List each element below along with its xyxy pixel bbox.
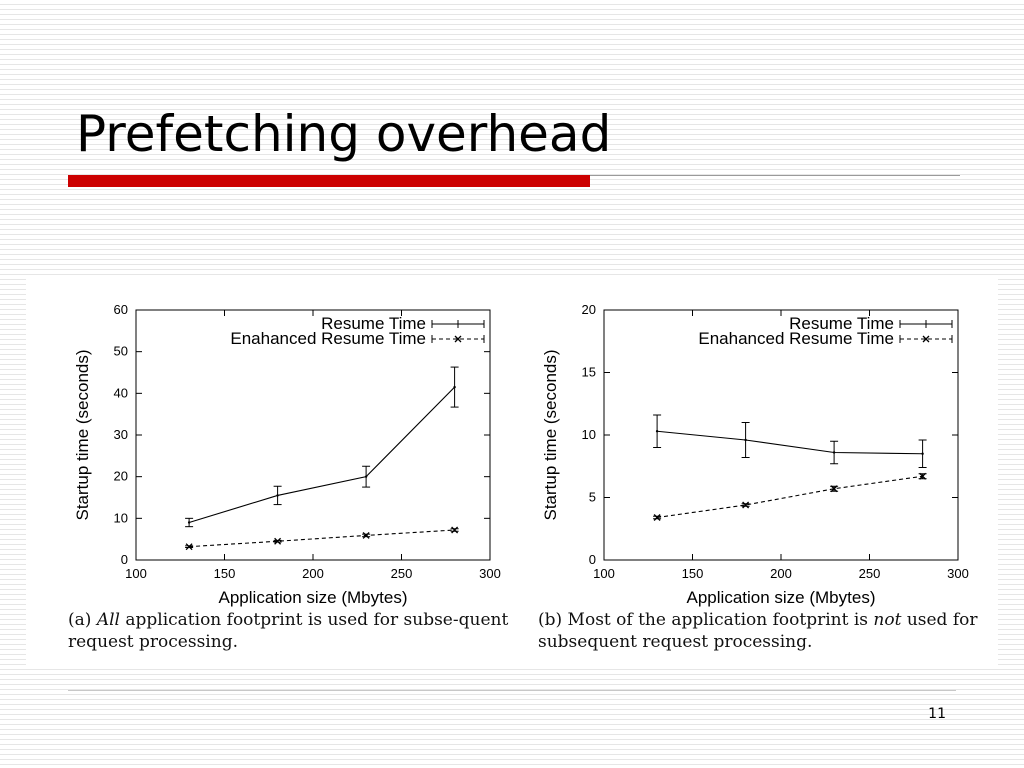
series-line-2 <box>657 475 923 519</box>
x-tick-label: 200 <box>770 566 792 581</box>
x-tick-label: 300 <box>947 566 969 581</box>
caption-b-emphasis: not <box>873 610 902 630</box>
data-point <box>276 494 279 497</box>
x-tick-label: 250 <box>391 566 413 581</box>
x-tick-label: 150 <box>214 566 236 581</box>
data-point-marker <box>830 485 838 493</box>
y-axis-label: Startup time (seconds) <box>541 349 560 520</box>
y-tick-label: 5 <box>589 490 596 505</box>
title-divider-line <box>590 175 960 176</box>
data-point <box>744 438 747 442</box>
series-line-2 <box>189 529 455 548</box>
legend-label-1: Resume Time <box>789 314 894 333</box>
slide-number: 11 <box>928 706 946 722</box>
legend-label-1: Resume Time <box>321 314 426 333</box>
y-tick-label: 15 <box>582 365 596 380</box>
series-line-1 <box>657 430 923 455</box>
caption-b-suffix: used for subsequent request processing. <box>538 610 978 652</box>
data-point <box>832 451 836 454</box>
legend-label-2: Enahanced Resume Time <box>230 329 426 348</box>
series-line-1 <box>188 386 455 524</box>
title-accent-bar <box>68 175 590 187</box>
y-tick-label: 40 <box>114 385 128 400</box>
legend-marker <box>922 335 930 343</box>
data-point-marker <box>451 526 459 534</box>
data-point <box>921 452 924 455</box>
x-tick-label: 150 <box>682 566 704 581</box>
y-tick-label: 20 <box>114 469 128 484</box>
data-point-marker <box>919 472 927 480</box>
x-tick-label: 100 <box>125 566 147 581</box>
y-tick-label: 20 <box>582 302 596 317</box>
y-tick-label: 0 <box>121 552 128 567</box>
y-tick-label: 50 <box>114 344 128 359</box>
slide-title: Prefetching overhead <box>76 105 612 163</box>
data-point-marker <box>742 501 750 509</box>
x-tick-label: 200 <box>302 566 324 581</box>
y-tick-label: 30 <box>114 427 128 442</box>
x-tick-label: 250 <box>859 566 881 581</box>
chart-b: 100 150 200 250 300 0 5 10 15 20 Application size … <box>541 302 969 607</box>
caption-a-suffix: application footprint is used for subse-… <box>68 610 509 652</box>
x-tick-label: 100 <box>593 566 615 581</box>
x-axis-label: Application size (Mbytes) <box>687 588 876 607</box>
chart-a: 100 150 200 250 300 0 10 20 30 40 50 60 Application … <box>73 302 501 607</box>
caption-a-emphasis: All <box>96 610 120 630</box>
legend-marker <box>454 335 462 343</box>
data-point-marker <box>185 543 193 551</box>
y-axis-label: Startup time (seconds) <box>73 349 92 520</box>
caption-a: (a) All application footprint is used fo… <box>68 609 520 653</box>
data-point <box>655 430 659 433</box>
legend-label-2: Enahanced Resume Time <box>698 329 894 348</box>
data-point <box>187 521 191 524</box>
data-point-marker <box>653 514 661 521</box>
x-axis-label: Application size (Mbytes) <box>219 588 408 607</box>
caption-b: (b) Most of the application footprint is… <box>538 609 988 653</box>
data-point-marker <box>274 537 282 545</box>
figure-panel: 100 150 200 250 300 0 10 20 30 40 50 60 Application … <box>26 276 998 668</box>
y-tick-label: 60 <box>114 302 128 317</box>
y-tick-label: 0 <box>589 552 596 567</box>
y-tick-label: 10 <box>582 427 596 442</box>
data-point <box>364 475 368 478</box>
caption-b-prefix: (b) Most of the application footprint is <box>538 610 874 630</box>
data-point <box>453 385 456 389</box>
footer-divider-line <box>68 690 956 691</box>
y-tick-label: 10 <box>114 510 128 525</box>
data-point-marker <box>362 531 370 539</box>
caption-a-prefix: (a) <box>68 610 97 630</box>
x-tick-label: 300 <box>479 566 501 581</box>
